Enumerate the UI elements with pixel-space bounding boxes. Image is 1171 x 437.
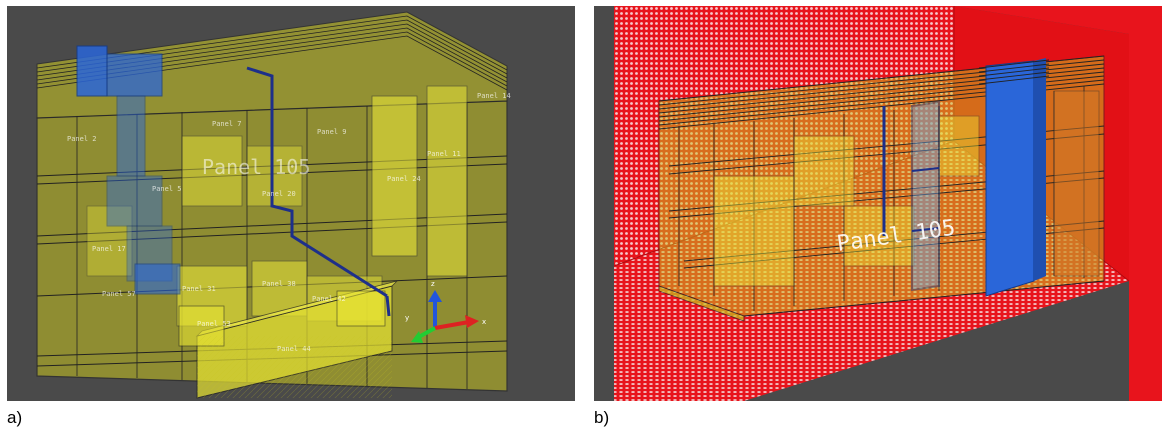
panel-label: Panel 24 [387,175,421,183]
panel-label: Panel 44 [277,345,311,353]
panel-label: Panel 53 [197,320,231,328]
caption-a: a) [7,408,23,427]
axes-icon: z x y [405,280,486,343]
panel-label: Panel 9 [317,128,347,136]
panel-label: Panel 7 [212,120,242,128]
building-model-b: Panel 105 [613,6,1162,401]
panel-label: Panel 57 [102,290,136,298]
svg-text:y: y [405,314,409,322]
highlighted-elements [76,45,391,317]
render-view-b: Panel 105 [594,6,1162,401]
panel-label: Panel 31 [182,285,216,293]
panel-label-main: Panel 105 [202,155,310,179]
building-model-a: Panel 105 Panel 2 Panel 5 Panel 7 Panel … [36,11,511,399]
panel-label: Panel 42 [312,295,346,303]
panel-label: Panel 38 [262,280,296,288]
svg-text:z: z [431,280,435,288]
highlighted-elements [882,58,1050,297]
panel-label: Panel 14 [477,92,511,100]
panel-labels-small: Panel 2 Panel 5 Panel 7 Panel 9 Panel 11… [67,92,511,353]
svg-text:x: x [482,318,486,326]
panel-label: Panel 17 [92,245,126,253]
caption-b: b) [594,408,610,427]
panel-label: Panel 5 [152,185,182,193]
panel-label: Panel 2 [67,135,97,143]
panel-label: Panel 11 [427,150,461,158]
panel-label: Panel 20 [262,190,296,198]
render-view-a: Panel 105 Panel 2 Panel 5 Panel 7 Panel … [7,6,575,401]
